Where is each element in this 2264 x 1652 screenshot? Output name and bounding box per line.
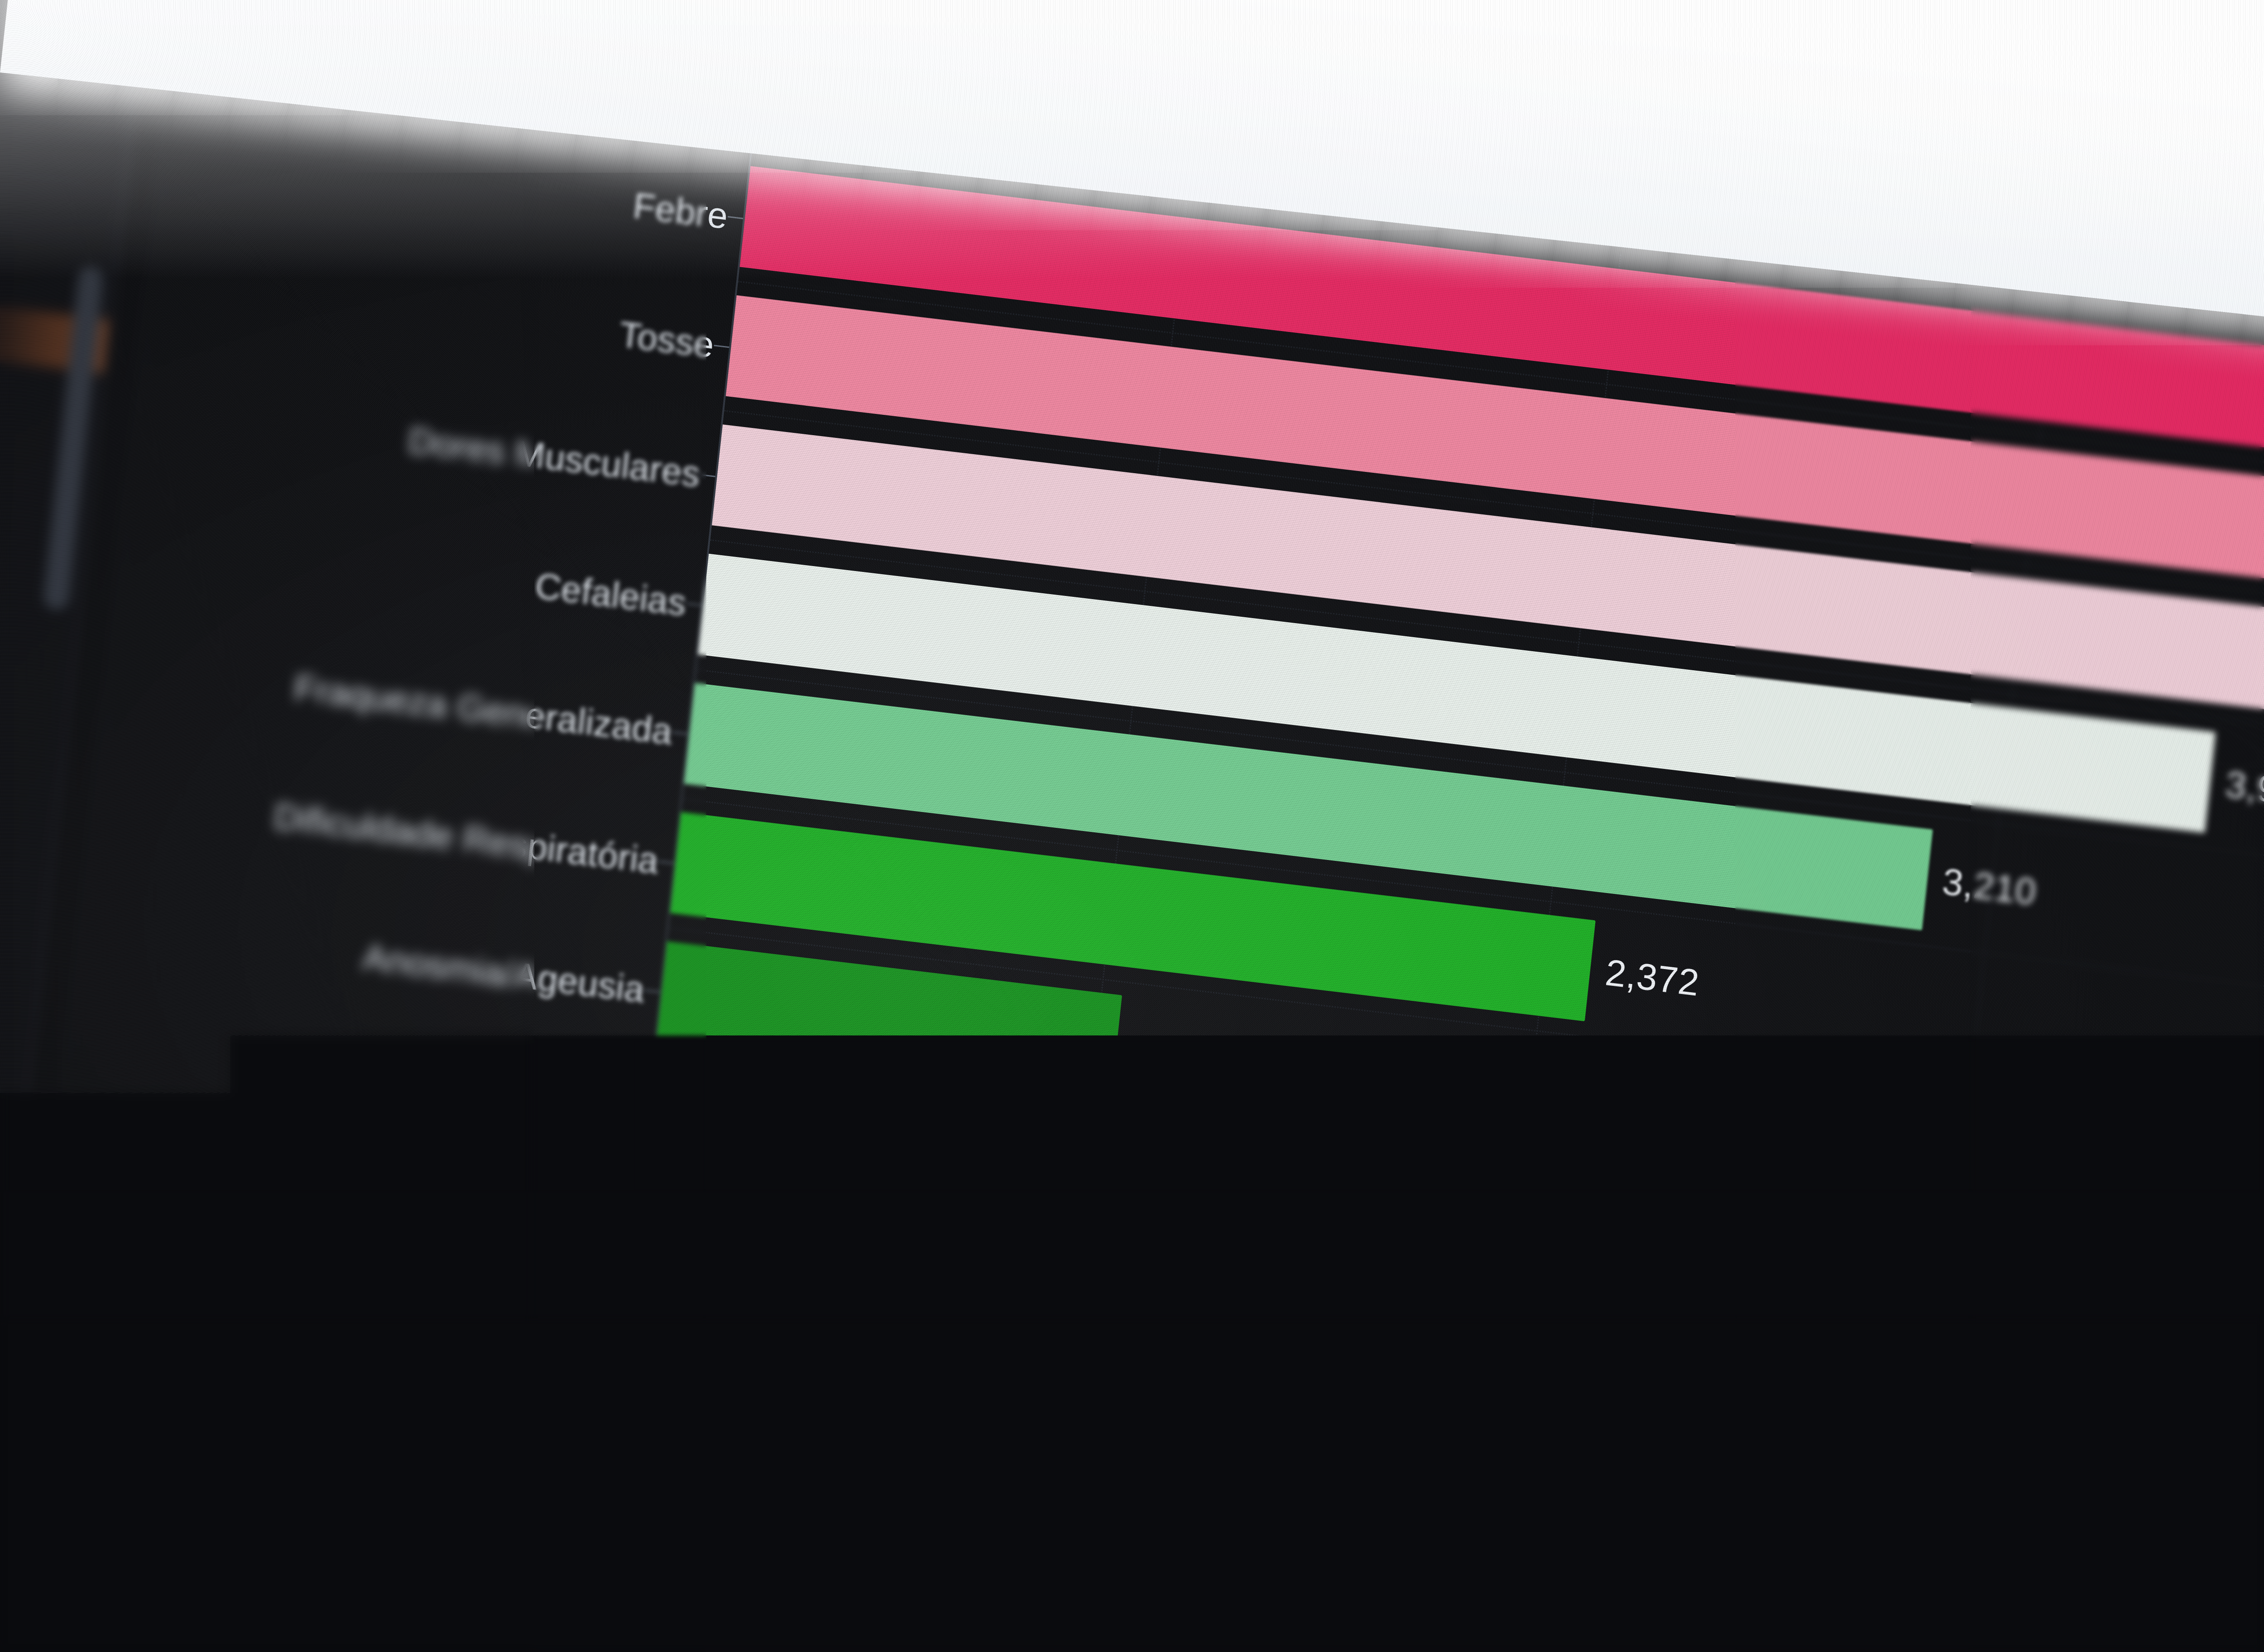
- category-label: Cefaleias: [533, 565, 688, 624]
- category-label: Anosmia/Ageusia: [361, 936, 647, 1011]
- photo-scene: Casos Confirmados Vila Nova de Gaia Recu…: [0, 0, 2264, 1652]
- bar-value-label: 3,210: [1940, 860, 2038, 914]
- bar-value-label: 2,372: [1603, 951, 1701, 1005]
- axis-tick: [672, 732, 687, 735]
- plot-area: 4,280 4,094 4,326: [653, 151, 2264, 1262]
- category-label: Fraqueza Generalizada: [292, 667, 674, 753]
- category-label: Tosse: [617, 314, 716, 366]
- category-label: Dificuldade Respiratória: [272, 795, 661, 882]
- axis-tick: [644, 989, 660, 993]
- category-label: Dores Musculares: [407, 419, 702, 495]
- axis-tick: [686, 603, 701, 606]
- axis-tick: [658, 860, 674, 864]
- axis-tick: [728, 216, 743, 219]
- category-label: Febre: [631, 185, 730, 237]
- category-axis: Febre Tosse Dores Musculares: [122, 89, 750, 1057]
- bar-value-label: 3,908: [2223, 763, 2264, 816]
- axis-tick: [700, 474, 715, 477]
- axis-tick: [714, 345, 729, 348]
